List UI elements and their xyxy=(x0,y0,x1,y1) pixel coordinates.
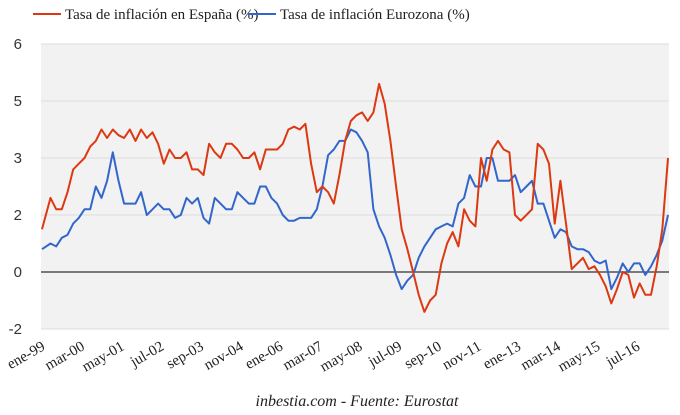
x-tick-label: ene-99 xyxy=(5,339,48,373)
x-tick-label: sep-03 xyxy=(164,339,207,373)
x-tick-label: may-08 xyxy=(318,339,366,376)
y-axis: -2 0 2 3 5 6 xyxy=(9,36,22,338)
x-tick-label: nov-11 xyxy=(440,339,484,374)
x-tick-label: sep-10 xyxy=(402,339,445,373)
x-tick-label: jul-02 xyxy=(127,339,167,371)
series-line-eurozone xyxy=(41,128,669,291)
x-tick-label: jul-09 xyxy=(365,339,405,371)
series-line-spain xyxy=(41,82,669,313)
x-tick-label: ene-06 xyxy=(243,338,287,373)
legend-label-spain: Tasa de inflación en España (%) xyxy=(65,7,258,23)
series-lines xyxy=(41,82,669,313)
x-tick-label: mar-00 xyxy=(42,339,87,374)
y-tick-label: 0 xyxy=(14,264,22,281)
y-tick-label: 6 xyxy=(14,36,22,53)
x-tick-label: may-15 xyxy=(555,339,603,376)
x-tick-label: mar-07 xyxy=(280,338,326,374)
x-tick-label: ene-13 xyxy=(481,339,524,373)
y-tick-label: -2 xyxy=(9,321,22,338)
x-tick-label: mar-14 xyxy=(518,338,564,374)
x-tick-label: may-01 xyxy=(80,339,128,376)
plot-area xyxy=(41,44,669,329)
y-tick-label: 2 xyxy=(14,207,22,224)
y-tick-label: 5 xyxy=(14,93,22,110)
x-tick-label: nov-04 xyxy=(201,338,246,373)
caption: inbestia.com - Fuente: Eurostat xyxy=(256,393,459,410)
gridlines xyxy=(41,43,669,330)
y-tick-label: 3 xyxy=(14,150,22,167)
legend-label-eurozone: Tasa de inflación Eurozona (%) xyxy=(280,7,470,23)
legend: Tasa de inflación en España (%) Tasa de … xyxy=(33,7,470,23)
x-tick-label: jul-16 xyxy=(603,338,643,371)
